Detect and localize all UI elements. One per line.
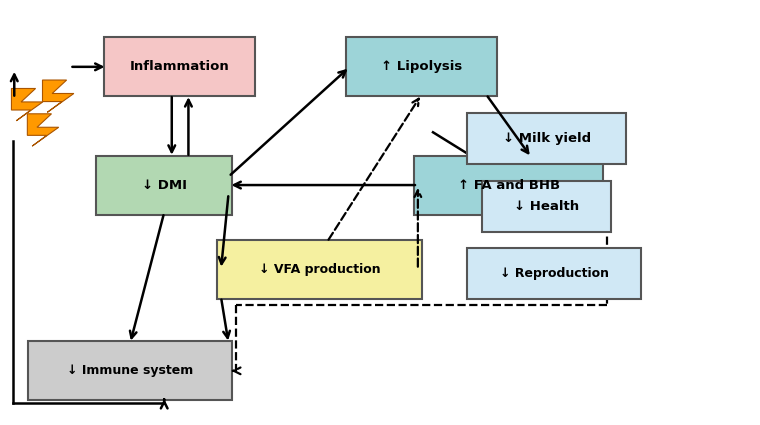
Text: ↓ Immune system: ↓ Immune system xyxy=(67,364,193,377)
Text: ↓ Milk yield: ↓ Milk yield xyxy=(502,132,591,145)
Text: ↓ Health: ↓ Health xyxy=(514,200,579,212)
Polygon shape xyxy=(43,80,74,112)
Text: ↓ DMI: ↓ DMI xyxy=(141,178,187,192)
Text: ↑ Lipolysis: ↑ Lipolysis xyxy=(381,60,462,74)
FancyBboxPatch shape xyxy=(28,341,233,400)
FancyBboxPatch shape xyxy=(467,248,641,299)
Text: ↑ FA and BHB: ↑ FA and BHB xyxy=(458,178,560,192)
FancyBboxPatch shape xyxy=(414,156,603,215)
FancyBboxPatch shape xyxy=(96,156,233,215)
FancyBboxPatch shape xyxy=(346,37,497,96)
FancyBboxPatch shape xyxy=(467,113,626,164)
FancyBboxPatch shape xyxy=(103,37,255,96)
FancyBboxPatch shape xyxy=(483,181,611,232)
Text: ↓ VFA production: ↓ VFA production xyxy=(258,263,380,276)
Text: ↓ Reproduction: ↓ Reproduction xyxy=(499,267,609,280)
Polygon shape xyxy=(11,88,43,121)
Polygon shape xyxy=(27,114,59,146)
FancyBboxPatch shape xyxy=(217,240,422,299)
Text: Inflammation: Inflammation xyxy=(129,60,230,74)
